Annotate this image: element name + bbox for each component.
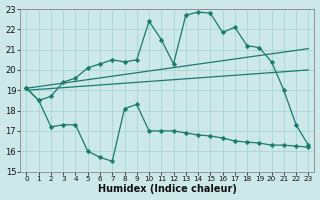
X-axis label: Humidex (Indice chaleur): Humidex (Indice chaleur): [98, 184, 237, 194]
